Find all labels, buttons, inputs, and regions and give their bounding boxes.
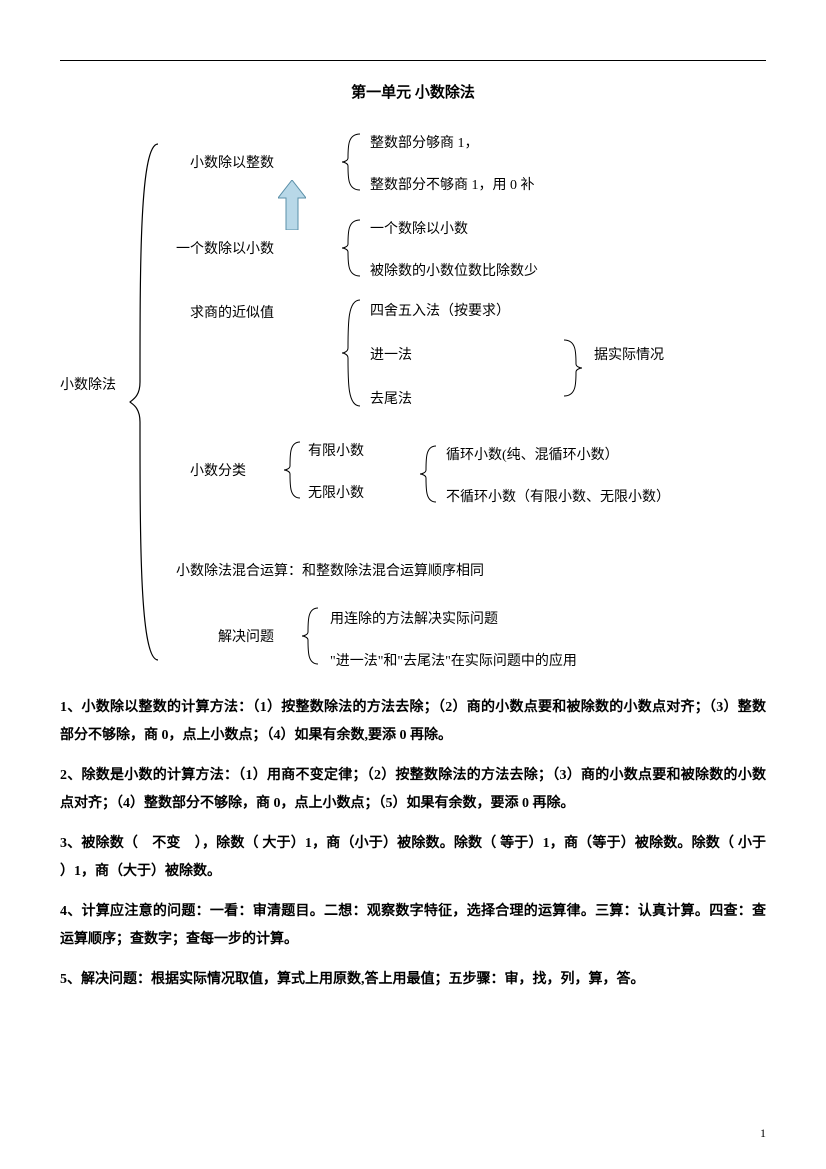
node-n4b1: 循环小数(纯、混循环小数） xyxy=(446,444,619,464)
root-brace xyxy=(128,142,164,662)
node-solve: 解决问题 xyxy=(218,626,274,646)
node-n4b2: 不循环小数（有限小数、无限小数） xyxy=(446,486,670,506)
node-n3a: 四舍五入法（按要求） xyxy=(370,300,510,320)
node-n1b: 整数部分不够商 1，用 0 补 xyxy=(370,174,535,194)
arrow-up-icon xyxy=(278,180,306,230)
brace-n3 xyxy=(340,298,364,408)
node-n3b: 进一法 xyxy=(370,344,412,364)
paragraph-4: 4、计算应注意的问题：一看：审清题目。二想：观察数字特征，选择合理的运算律。三算… xyxy=(60,898,766,954)
node-n4a: 有限小数 xyxy=(308,440,364,460)
page-number: 1 xyxy=(760,1126,766,1141)
node-n3-note: 据实际情况 xyxy=(594,344,664,364)
brace-n1 xyxy=(340,132,364,192)
concept-diagram: 小数除法 小数除以整数 整数部分够商 1， 整数部分不够商 1，用 0 补 一个… xyxy=(60,122,766,682)
paragraph-3: 3、被除数（ 不变 ），除数（ 大于）1，商（小于）被除数。除数（ 等于）1，商… xyxy=(60,830,766,886)
page-title: 第一单元 小数除法 xyxy=(60,81,766,102)
paragraph-1: 1、小数除以整数的计算方法：（1）按整数除法的方法去除；（2）商的小数点要和被除… xyxy=(60,694,766,750)
root-label: 小数除法 xyxy=(60,374,116,394)
node-n2b: 被除数的小数位数比除数少 xyxy=(370,260,538,280)
brace-n6 xyxy=(300,606,322,666)
node-n4b: 无限小数 xyxy=(308,482,364,502)
node-n1a: 整数部分够商 1， xyxy=(370,132,479,152)
paragraph-2: 2、除数是小数的计算方法：（1）用商不变定律；（2）按整数除法的方法去除；（3）… xyxy=(60,762,766,818)
brace-n4 xyxy=(282,440,304,500)
brace-n2 xyxy=(340,218,364,278)
brace-n4b xyxy=(418,444,440,504)
paragraph-5: 5、解决问题：根据实际情况取值，算式上用原数,答上用最值；五步骤：审，找，列，算… xyxy=(60,966,766,994)
node-n3c: 去尾法 xyxy=(370,388,412,408)
node-n6b: "进一法"和"去尾法"在实际问题中的应用 xyxy=(330,650,577,670)
brace-n3-right xyxy=(560,338,584,398)
node-classify: 小数分类 xyxy=(190,460,246,480)
node-mixed: 小数除法混合运算：和整数除法混合运算顺序相同 xyxy=(176,560,484,580)
node-n2a: 一个数除以小数 xyxy=(370,218,468,238)
node-div-by-decimal: 一个数除以小数 xyxy=(176,238,274,258)
node-n6a: 用连除的方法解决实际问题 xyxy=(330,608,498,628)
node-approx: 求商的近似值 xyxy=(190,302,274,322)
node-div-by-integer: 小数除以整数 xyxy=(190,152,274,172)
header-rule xyxy=(60,60,766,61)
